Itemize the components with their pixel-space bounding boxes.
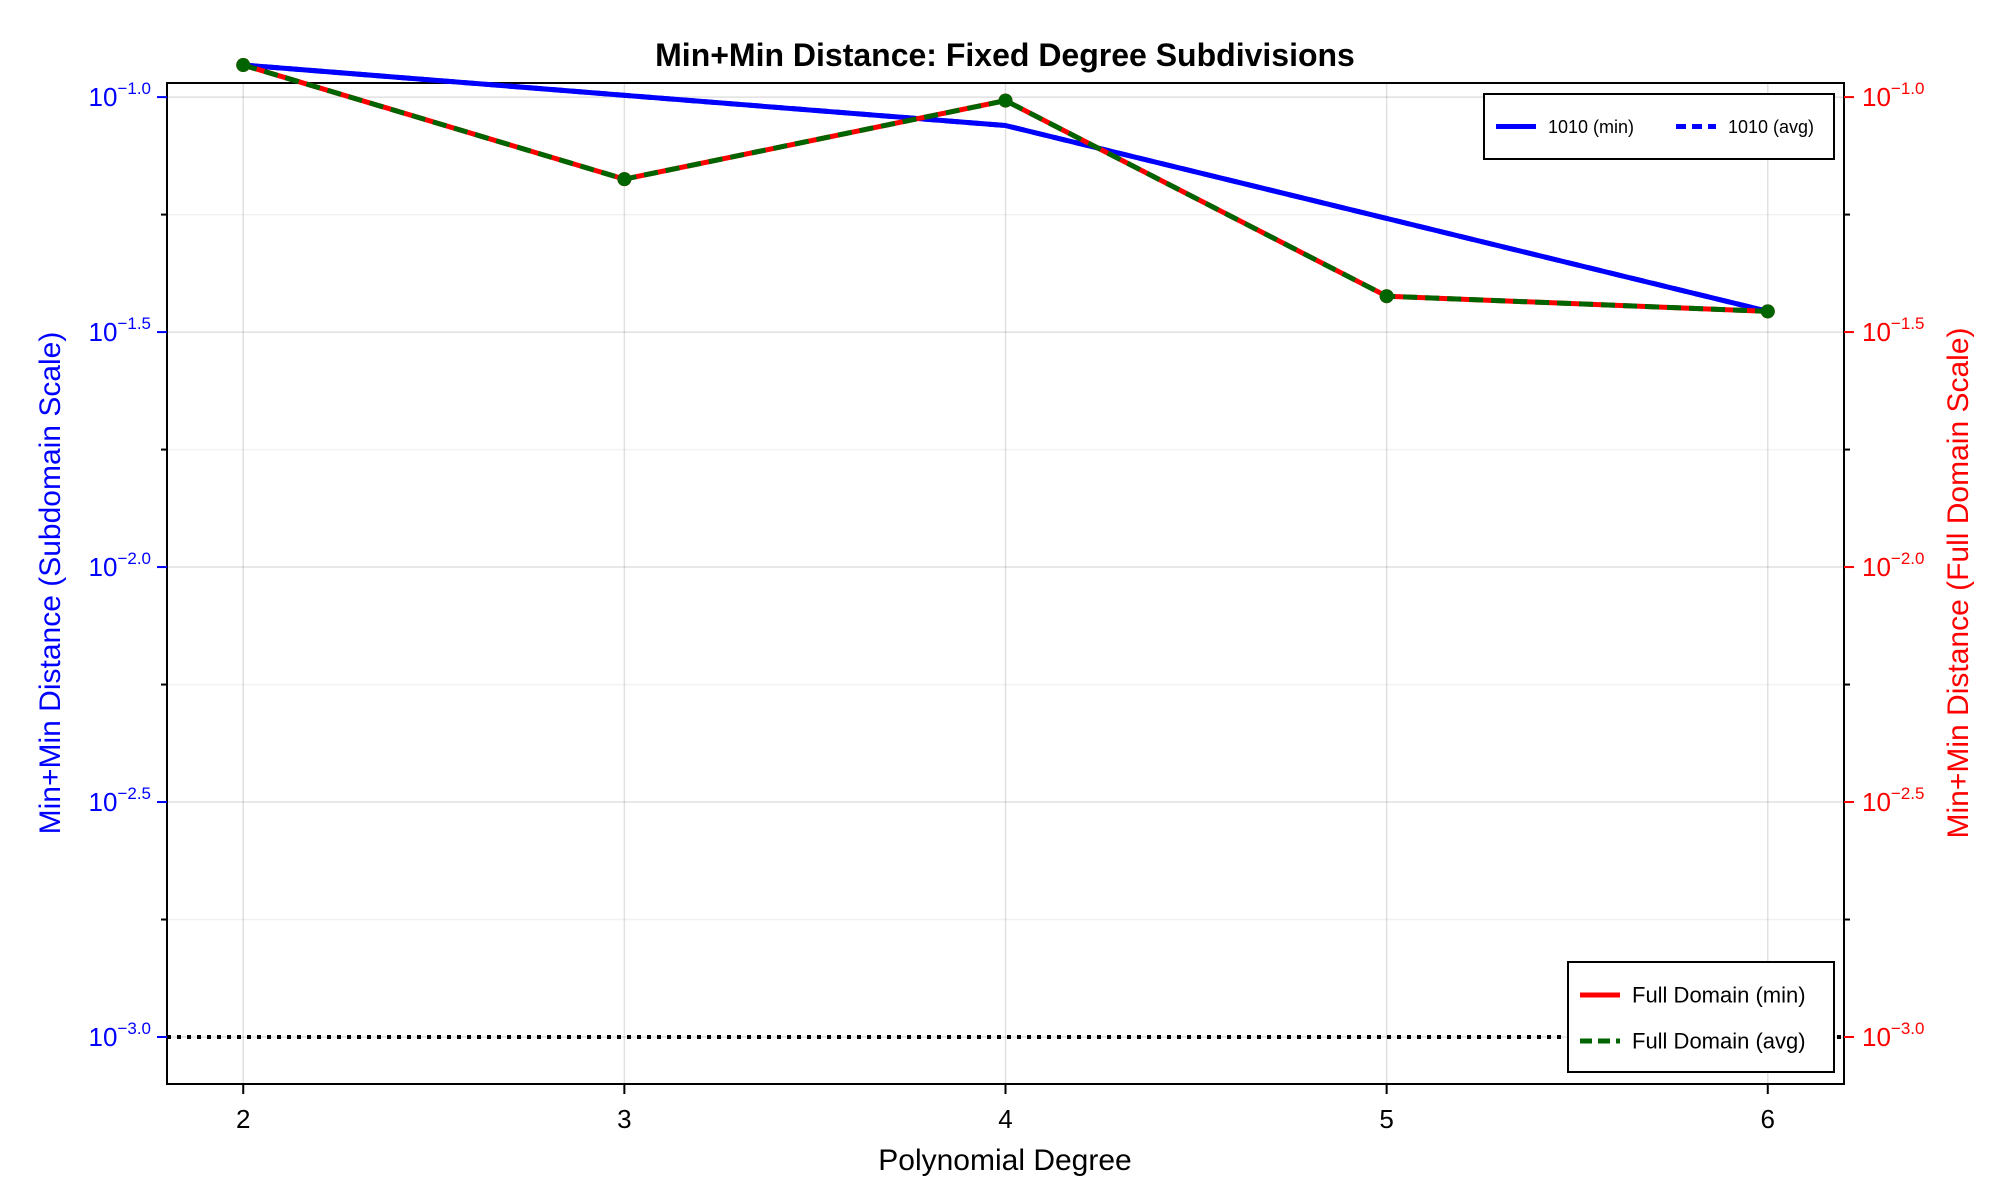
series-line [242, 62, 1768, 314]
series-point [236, 58, 251, 73]
legends: 1010 (min) 1010 (avg) Full Domain (min) Ful… [1483, 93, 1835, 1073]
series-point [1379, 289, 1394, 304]
legend-label: 1010 (avg) [1728, 117, 1814, 137]
y-tick-label-left: 10−1.0 [89, 79, 151, 112]
x-axis-label: Polynomial Degree [878, 1144, 1131, 1177]
y-axis-label-right: Min+Min Distance (Full Domain Scale) [1942, 328, 1975, 839]
grid [167, 83, 1844, 1084]
series-line [243, 62, 1769, 314]
y-axis-label-left: Min+Min Distance (Subdomain Scale) [34, 332, 67, 835]
y-tick-label-left: 10−2.0 [89, 549, 151, 582]
x-tick-label: 4 [998, 1104, 1012, 1134]
legend-box [1483, 93, 1835, 160]
y-tick-label-left: 10−1.5 [89, 314, 151, 347]
legend-label: Full Domain (avg) [1632, 1029, 1806, 1054]
chart-title: Min+Min Distance: Fixed Degree Subdivisi… [655, 37, 1355, 73]
x-tick-label: 3 [617, 1104, 631, 1134]
series-layer [167, 58, 1844, 1040]
y-tick-label-left: 10−3.0 [89, 1019, 151, 1052]
x-tick-label: 5 [1379, 1104, 1393, 1134]
series-point [998, 93, 1013, 108]
axes: 2 3 4 5 6 10−1.0 10−1.0 10−1.5 10−1.5 10−2.0 10−2.… [89, 79, 1925, 1134]
y-tick-label-right: 10−2.5 [1862, 784, 1924, 817]
y-tick-label-right: 10−3.0 [1862, 1019, 1924, 1052]
y-tick-label-right: 10−1.5 [1862, 314, 1924, 347]
legend-label: 1010 (min) [1548, 117, 1634, 137]
legend-label: Full Domain (min) [1632, 983, 1806, 1008]
series-point [617, 172, 632, 187]
y-tick-label-right: 10−1.0 [1862, 79, 1924, 112]
y-tick-label-left: 10−2.5 [89, 784, 151, 817]
series-point [1760, 304, 1775, 319]
x-tick-label: 2 [236, 1104, 250, 1134]
legend-box [1567, 961, 1835, 1073]
x-tick-label: 6 [1761, 1104, 1775, 1134]
y-tick-label-right: 10−2.0 [1862, 549, 1924, 582]
